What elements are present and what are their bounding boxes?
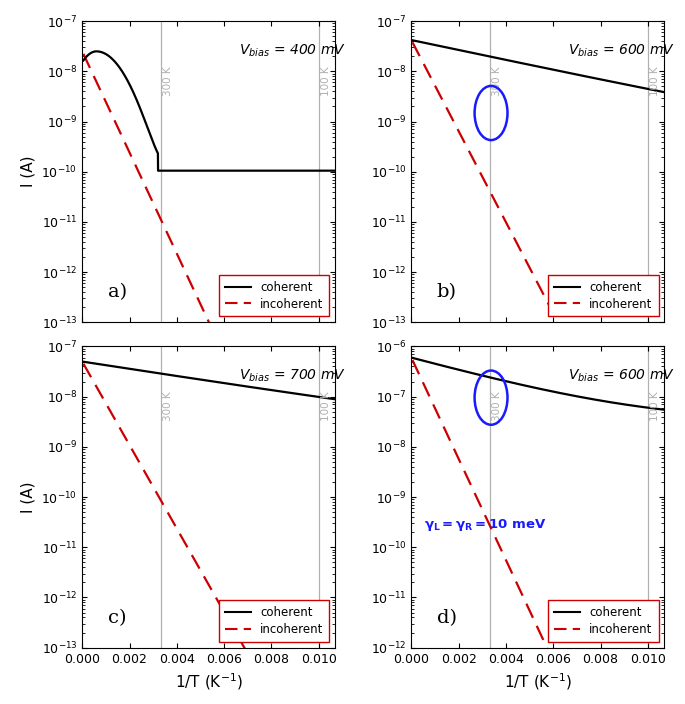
X-axis label: 1/T (K$^{-1}$): 1/T (K$^{-1}$) (175, 671, 242, 692)
Text: d): d) (436, 608, 457, 627)
Legend: coherent, incoherent: coherent, incoherent (548, 601, 658, 642)
Text: 100 K: 100 K (321, 391, 331, 421)
Text: 300 K: 300 K (163, 391, 173, 421)
Text: 300 K: 300 K (492, 391, 502, 421)
Text: $V_{bias}$ = 600 mV: $V_{bias}$ = 600 mV (569, 367, 675, 384)
Text: 300 K: 300 K (492, 66, 502, 96)
X-axis label: 1/T (K$^{-1}$): 1/T (K$^{-1}$) (504, 671, 572, 692)
Legend: coherent, incoherent: coherent, incoherent (219, 601, 329, 642)
Text: 100 K: 100 K (650, 391, 660, 421)
Y-axis label: I (A): I (A) (21, 156, 36, 187)
Y-axis label: I (A): I (A) (21, 482, 36, 513)
Text: 100 K: 100 K (321, 66, 331, 96)
Legend: coherent, incoherent: coherent, incoherent (219, 275, 329, 316)
Text: $V_{bias}$ = 400 mV: $V_{bias}$ = 400 mV (239, 42, 346, 58)
Text: b): b) (436, 283, 457, 301)
Legend: coherent, incoherent: coherent, incoherent (548, 275, 658, 316)
Text: $\mathbf{\gamma_L=\gamma_R=}$$\mathbf{10\ meV}$: $\mathbf{\gamma_L=\gamma_R=}$$\mathbf{10… (424, 517, 546, 533)
Text: a): a) (108, 283, 127, 301)
Text: c): c) (108, 608, 126, 627)
Text: 100 K: 100 K (650, 66, 660, 96)
Text: 300 K: 300 K (163, 66, 173, 96)
Text: $V_{bias}$ = 600 mV: $V_{bias}$ = 600 mV (569, 42, 675, 58)
Text: $V_{bias}$ = 700 mV: $V_{bias}$ = 700 mV (239, 367, 346, 384)
